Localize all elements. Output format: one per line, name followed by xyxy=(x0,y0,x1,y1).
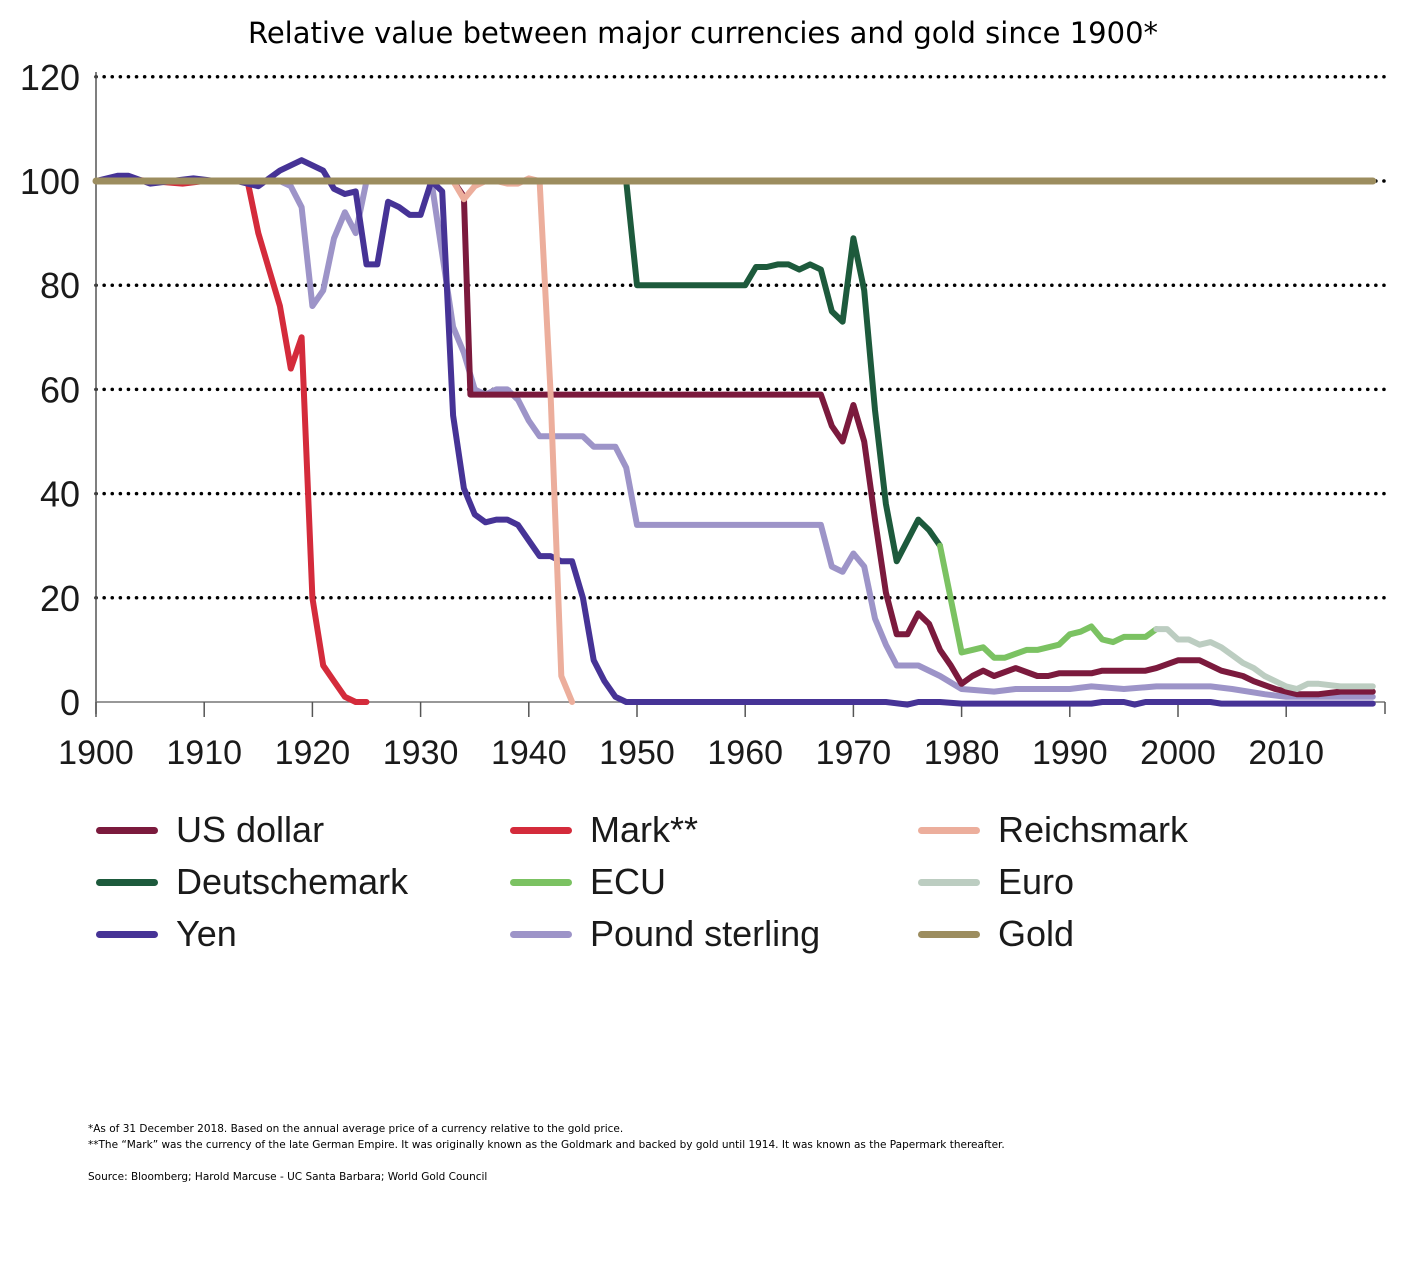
legend-item: Reichsmark xyxy=(918,805,1188,855)
legend-label: Pound sterling xyxy=(590,913,821,954)
y-tick-label: 20 xyxy=(40,578,80,619)
legend-item: Yen xyxy=(96,909,237,959)
legend-label: Deutschemark xyxy=(176,861,409,902)
legend-swatch xyxy=(96,826,158,834)
legend-swatch xyxy=(918,878,980,886)
legend-label: Gold xyxy=(998,913,1075,954)
legend-item: Deutschemark xyxy=(96,857,408,907)
source-note: Source: Bloomberg; Harold Marcuse - UC S… xyxy=(88,1171,488,1183)
legend-swatch xyxy=(96,930,158,938)
x-tick-label: 1990 xyxy=(1032,734,1108,772)
legend-swatch xyxy=(510,930,572,938)
legend-swatch xyxy=(918,930,980,938)
legend-swatch xyxy=(510,878,572,886)
series-lines xyxy=(92,157,1377,708)
series-line-ecu xyxy=(937,542,1160,661)
legend-item: ECU xyxy=(510,857,666,907)
y-tick-label: 40 xyxy=(40,474,80,515)
legend-label: Mark** xyxy=(590,809,699,850)
legend-label: ECU xyxy=(590,861,667,902)
line-chart: 0 20 40 60 80 100 120 1900 1910 1920 1930 1940 1950 1… xyxy=(20,57,1387,772)
x-tick-label: 1970 xyxy=(816,734,892,772)
legend-item: Pound sterling xyxy=(510,909,820,959)
legend-label: Euro xyxy=(998,861,1075,902)
y-tick-label: 0 xyxy=(60,682,80,723)
legend-item: Euro xyxy=(918,857,1074,907)
x-tick-label: 1930 xyxy=(383,734,459,772)
legend-label: Reichsmark xyxy=(998,809,1189,850)
y-tick-label: 60 xyxy=(40,369,80,410)
tick-labels: 0 20 40 60 80 100 120 1900 1910 1920 1930 1940 1950 1… xyxy=(20,57,1324,772)
series-line-us-dollar xyxy=(93,178,1376,698)
legend-item: Mark** xyxy=(510,805,698,855)
legend-swatch xyxy=(918,826,980,834)
footnotes: *As of 31 December 2018. Based on the an… xyxy=(88,1121,1005,1185)
series-line-mark xyxy=(93,175,370,705)
y-tick-label: 120 xyxy=(20,57,80,98)
legend-item: Gold xyxy=(918,909,1074,959)
x-tick-label: 1980 xyxy=(924,734,1000,772)
legend-label: Yen xyxy=(176,913,237,954)
series-line-euro xyxy=(1153,626,1376,692)
x-tick-label: 2010 xyxy=(1248,734,1324,772)
footnote-1: *As of 31 December 2018. Based on the an… xyxy=(88,1123,624,1135)
series-line-deutschemark xyxy=(612,178,943,565)
gridlines xyxy=(94,75,1387,600)
x-tick-label: 1910 xyxy=(166,734,242,772)
y-tick-label: 100 xyxy=(20,161,80,202)
x-tick-label: 1920 xyxy=(275,734,351,772)
chart-title: Relative value between major currencies … xyxy=(247,16,1159,50)
legend-swatch xyxy=(510,826,572,834)
footnote-2: **The “Mark” was the currency of the lat… xyxy=(88,1139,1005,1151)
legend-item: US dollar xyxy=(96,805,324,855)
x-tick-label: 1960 xyxy=(707,734,783,772)
legend-label: US dollar xyxy=(176,809,325,850)
series-line-yen xyxy=(93,157,1376,708)
x-tick-label: 2000 xyxy=(1140,734,1216,772)
x-tick-label: 1900 xyxy=(58,734,134,772)
x-tick-label: 1950 xyxy=(599,734,675,772)
y-tick-label: 80 xyxy=(40,265,80,306)
legend-swatch xyxy=(96,878,158,886)
x-tick-label: 1940 xyxy=(491,734,567,772)
series-line-pound-sterling xyxy=(93,178,1376,700)
